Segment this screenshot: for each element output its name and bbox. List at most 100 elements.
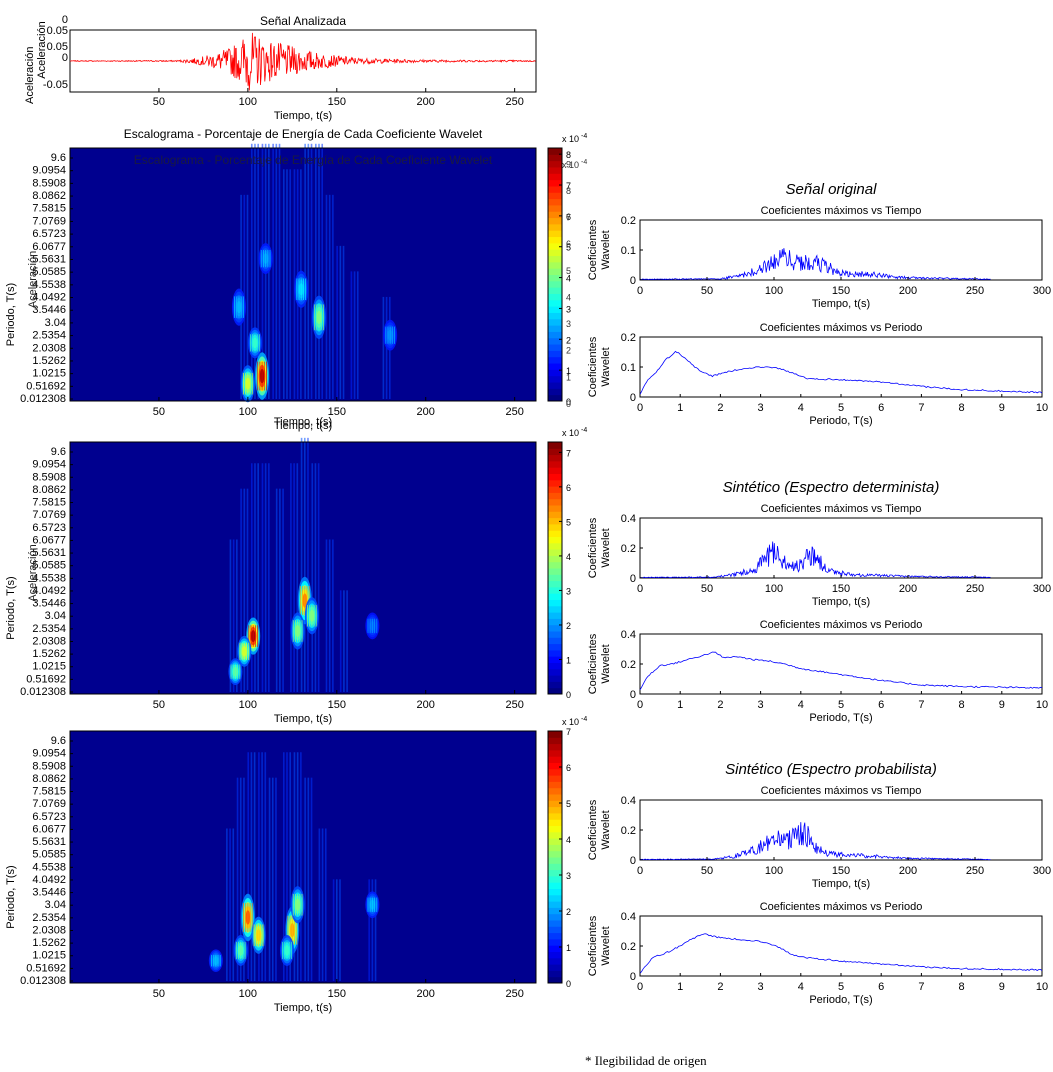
det-period-xtick-label: 7 bbox=[918, 699, 924, 711]
scalogram-original-colorbar-cell bbox=[548, 325, 562, 332]
scalogram-deterministic-colorbar-tick: 2 bbox=[566, 621, 571, 631]
scalogram-original-colorbar-cell bbox=[548, 350, 562, 358]
prob-time-xtick-label: 150 bbox=[832, 865, 850, 877]
prob-period-xtick-label: 2 bbox=[717, 981, 723, 993]
scalogram-original-colorbar-tick-overlay: 0 bbox=[566, 399, 571, 409]
scalogram-deterministic-colorbar-cell bbox=[548, 542, 562, 550]
scalogram-original-ridge bbox=[325, 194, 328, 399]
scalogram-deterministic-colorbar-exponent: x 10 bbox=[562, 428, 579, 438]
orig-period-xtick-label: 7 bbox=[918, 402, 924, 414]
scalogram-probabilistic-ridge bbox=[324, 828, 327, 981]
scalogram-deterministic-colorbar-cell bbox=[548, 442, 562, 449]
scalogram-deterministic-colorbar-cell bbox=[548, 656, 562, 663]
scalogram-original-colorbar-cell bbox=[548, 306, 562, 313]
prob-period-ylabel-line2: Wavelet bbox=[600, 926, 612, 965]
scalogram-probabilistic-colorbar-cell bbox=[548, 957, 562, 965]
signal-ytick-label: 0 bbox=[62, 52, 68, 64]
footnote: * Ilegibilidad de origen bbox=[585, 1053, 707, 1068]
scalogram-deterministic-ridge bbox=[243, 488, 246, 692]
scalogram-original-colorbar-exponent-power: -4 bbox=[581, 133, 587, 140]
scalogram-deterministic-colorbar-cell bbox=[548, 511, 562, 519]
scalogram-original-ridge bbox=[307, 143, 310, 399]
scalogram-probabilistic-colorbar-cell bbox=[548, 756, 562, 763]
prob-period-title: Coeficientes máximos vs Periodo bbox=[760, 901, 923, 913]
scalogram-deterministic-colorbar-cell bbox=[548, 467, 562, 474]
scalogram-probabilistic-ridge bbox=[335, 879, 338, 981]
prob-period-xtick-label: 3 bbox=[758, 981, 764, 993]
scalogram-deterministic-xtick-label: 250 bbox=[505, 699, 523, 711]
scalogram-original-xtick-label: 200 bbox=[417, 406, 435, 418]
scalogram-deterministic-ytick-label: 5.0585 bbox=[32, 560, 66, 572]
scalogram-probabilistic-colorbar-cell bbox=[548, 875, 562, 883]
det-period-title: Coeficientes máximos vs Periodo bbox=[760, 619, 923, 631]
scalogram-deterministic-xtick-label: 200 bbox=[417, 699, 435, 711]
scalogram-deterministic-ridge bbox=[343, 590, 345, 692]
scalogram-probabilistic-ridge bbox=[275, 777, 277, 981]
scalogram-deterministic-ytick-label: 4.0492 bbox=[32, 585, 66, 597]
scalogram-deterministic-colorbar-cell bbox=[548, 568, 562, 575]
scalogram-deterministic-ridge bbox=[264, 463, 267, 692]
scalogram-original-colorbar-tick: 0 bbox=[566, 397, 571, 407]
scalogram-deterministic-ylabel-overlay: Aceleración bbox=[27, 544, 39, 601]
scalogram-deterministic-ridge bbox=[279, 488, 281, 692]
scalogram-deterministic-colorbar-exponent-power: -4 bbox=[581, 427, 587, 434]
orig-period-axes bbox=[639, 336, 1043, 398]
scalogram-original-ridge bbox=[293, 169, 296, 399]
scalogram-original-colorbar-cell bbox=[548, 299, 562, 307]
scalogram-original-ytick-label: 5.5631 bbox=[32, 253, 66, 265]
signal-xtick-label: 100 bbox=[239, 96, 257, 108]
scalogram-deterministic-colorbar-frame bbox=[547, 441, 563, 695]
scalogram-original-colorbar-cell bbox=[548, 375, 562, 383]
scalogram-probabilistic-ytick-label: 1.0215 bbox=[32, 950, 66, 962]
orig-period-xtick-label: 6 bbox=[878, 402, 884, 414]
scalogram-original-colorbar-tick-overlay: 7 bbox=[566, 213, 571, 223]
scalogram-deterministic-ridge bbox=[332, 539, 334, 692]
scalogram-original-colorbar-cell bbox=[548, 312, 562, 320]
scalogram-probabilistic-xtick-label: 50 bbox=[153, 988, 165, 1000]
scalogram-probabilistic-ytick-label: 4.5538 bbox=[32, 861, 66, 873]
det-time-xtick-label: 100 bbox=[765, 583, 783, 595]
scalogram-probabilistic-colorbar-tick: 2 bbox=[566, 907, 571, 917]
scalogram-probabilistic-ytick-label: 8.5908 bbox=[32, 760, 66, 772]
scalogram-probabilistic-ytick-label: 7.0769 bbox=[32, 798, 66, 810]
scalogram-probabilistic-ridge bbox=[286, 752, 288, 981]
scalogram-probabilistic-colorbar-cell bbox=[548, 869, 562, 877]
orig-period-xtick-label: 1 bbox=[677, 402, 683, 414]
scalogram-original-colorbar-tick-overlay: 3 bbox=[566, 319, 571, 329]
scalogram-original-colorbar-cell bbox=[548, 337, 562, 345]
prob-period-chart: 0 1 2 3 4 5 6 7 8 9 10 0 0.2 0.4 Coeficientes máximos … bbox=[587, 901, 1048, 1006]
scalogram-deterministic-xtick-label: 150 bbox=[328, 699, 346, 711]
orig-time-ytick-label: 0 bbox=[630, 275, 636, 287]
scalogram-original-colorbar-tick: 4 bbox=[566, 274, 571, 284]
scalogram-original-colorbar-exponent-power-overlay: -4 bbox=[581, 159, 587, 166]
scalogram-probabilistic-colorbar-cell bbox=[548, 938, 562, 946]
scalogram-deterministic-colorbar-cell bbox=[548, 523, 562, 531]
scalogram-probabilistic-colorbar-cell bbox=[548, 825, 562, 833]
scalogram-probabilistic-colorbar-cell bbox=[548, 863, 562, 871]
prob-time-ylabel-line2: Wavelet bbox=[600, 810, 612, 849]
scalogram-original-colorbar-cell bbox=[548, 204, 562, 212]
scalogram-original-ylabel-overlay: Aceleración bbox=[27, 251, 39, 308]
scalogram-original-colorbar-exponent-overlay: x 10 bbox=[562, 160, 579, 170]
scalogram-deterministic-colorbar-cell bbox=[548, 662, 562, 670]
prob-time-axes bbox=[639, 799, 1043, 861]
scalogram-probabilistic-colorbar-cell bbox=[548, 838, 562, 845]
scalogram-probabilistic-ridge bbox=[371, 879, 374, 981]
det-time-xtick-label: 250 bbox=[966, 583, 984, 595]
scalogram-deterministic-colorbar-tick: 1 bbox=[566, 655, 571, 665]
scalogram-deterministic-colorbar-tick: 7 bbox=[566, 448, 571, 458]
scalogram-probabilistic-xtick-label: 250 bbox=[505, 988, 523, 1000]
scalogram-original-ytick-label: 1.0215 bbox=[32, 368, 66, 380]
orig-period-ytick-label: 0.2 bbox=[621, 332, 636, 344]
scalogram-deterministic-xtick-label: 50 bbox=[153, 699, 165, 711]
scalogram-original-colorbar-tick-overlay: 9 bbox=[566, 159, 571, 169]
orig-period-xtick-label: 3 bbox=[758, 402, 764, 414]
det-period-xtick-label: 8 bbox=[959, 699, 965, 711]
det-time-panel-title: Sintético (Espectro determinista) bbox=[723, 479, 940, 496]
scalogram-original-ytick-label: 2.5354 bbox=[32, 330, 66, 342]
scalogram-original-colorbar-tick-overlay: 1 bbox=[566, 372, 571, 382]
scalogram-deterministic-xtick-label: 100 bbox=[239, 699, 257, 711]
orig-time-xtick-label: 50 bbox=[701, 285, 713, 297]
scalogram-deterministic-ytick-label: 2.5354 bbox=[32, 623, 66, 635]
